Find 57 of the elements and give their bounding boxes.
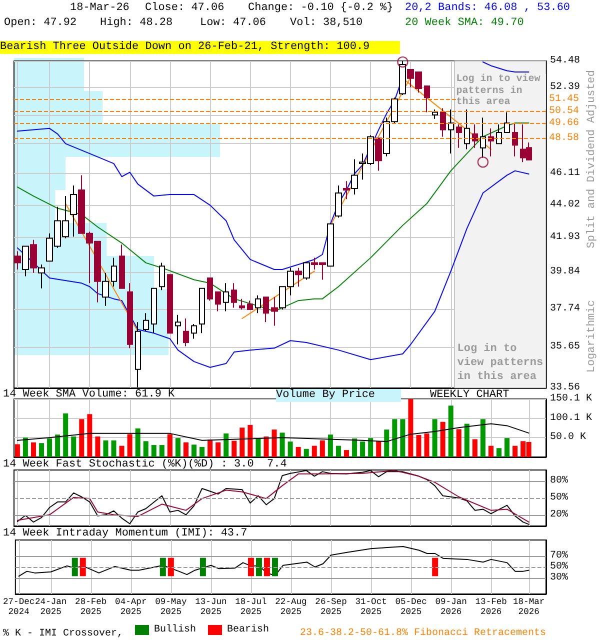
x-tick-label: 04-Apr 2025	[115, 597, 147, 617]
ref-line-label: 48.58	[549, 132, 580, 144]
y-tick-label: 80%	[550, 476, 568, 487]
annotation: WEEKLY CHART	[430, 389, 510, 402]
x-tick-label: 09-May 2025	[155, 597, 187, 617]
text: Close: 47.06	[145, 2, 224, 15]
y-tick-label: 35.65	[550, 342, 580, 353]
x-tick-label: 13-Feb 2026	[475, 597, 507, 617]
text: Vol: 38,510	[290, 17, 363, 30]
legend-label: Bullish	[154, 624, 196, 636]
text: 20,2 Bands: 46.08 , 53.60	[405, 2, 570, 15]
text: High: 48.28	[100, 17, 173, 30]
y-tick-label: 50%	[550, 492, 568, 504]
x-tick-label: 26-Sep 2025	[315, 597, 347, 617]
y-tick-label: 150.1 K	[550, 394, 592, 404]
text: 18-Mar-26	[70, 2, 130, 15]
x-tick-label: 05-Dec 2025	[395, 597, 427, 617]
annotation: Log in to view patterns in this area	[457, 342, 544, 384]
x-tick-label: 31-Oct 2025	[355, 597, 387, 617]
ref-line-label: 49.66	[549, 118, 580, 130]
x-tick-label: 24-Jan 2025	[35, 597, 67, 617]
x-tick-label: 27-Dec 2024	[2, 597, 35, 617]
text: 14 Week SMA Volume: 61.9 K	[3, 388, 176, 400]
x-tick-label: 18-Mar 2026	[513, 597, 545, 617]
legend-title: % K - IMI Crossover,	[3, 628, 124, 640]
x-tick-label: 28-Feb 2025	[75, 597, 107, 617]
ref-line-label: 50.54	[549, 106, 580, 118]
ref-line-label: 51.45	[549, 94, 580, 106]
y-tick-label: 100.1 K	[550, 412, 592, 424]
annotation: Volume By Price	[276, 389, 401, 402]
text: Open: 47.92	[4, 17, 77, 30]
x-tick-label: 22-Aug 2025	[275, 597, 307, 617]
x-tick-label: 18-Jul 2025	[235, 597, 267, 617]
y-axis-title: Split and Dividend Adjusted	[586, 70, 599, 248]
y-tick-label: 39.84	[550, 266, 580, 278]
y-tick-label: 33.56	[550, 382, 580, 394]
text: Change: -0.10 {-0.2 %}	[248, 2, 394, 15]
y-tick-label: 50.0 K	[550, 432, 586, 444]
text: 23.6-38.2-50-61.8% Fibonacci Retracements	[300, 627, 546, 640]
y-tick-label: 50%	[550, 562, 568, 572]
text: Low: 47.06	[200, 17, 266, 30]
y-tick-label: 70%	[550, 550, 568, 562]
y-tick-label: 30%	[550, 572, 568, 584]
band-label: Log in to view patterns in this area	[456, 74, 546, 108]
y-tick-label: 37.74	[550, 303, 580, 314]
y-tick-label: 52.39	[550, 82, 580, 93]
legend-label: Bearish	[227, 624, 270, 636]
text: 20 Week SMA: 49.70	[405, 17, 524, 30]
y-tick-label: 41.93	[550, 232, 580, 244]
text: Logarithmic	[586, 300, 599, 373]
x-tick-label: 13-Jun 2025	[195, 597, 227, 617]
y-tick-label: 54.48	[550, 56, 580, 66]
y-tick-label: 20%	[550, 509, 568, 520]
y-tick-label: 44.02	[550, 199, 580, 210]
x-tick-label: 09-Jan 2026	[435, 597, 467, 617]
y-tick-label: 46.11	[550, 168, 580, 180]
text: Bearish Three Outside Down on 26-Feb-21, Strength: 100.9	[0, 41, 400, 54]
